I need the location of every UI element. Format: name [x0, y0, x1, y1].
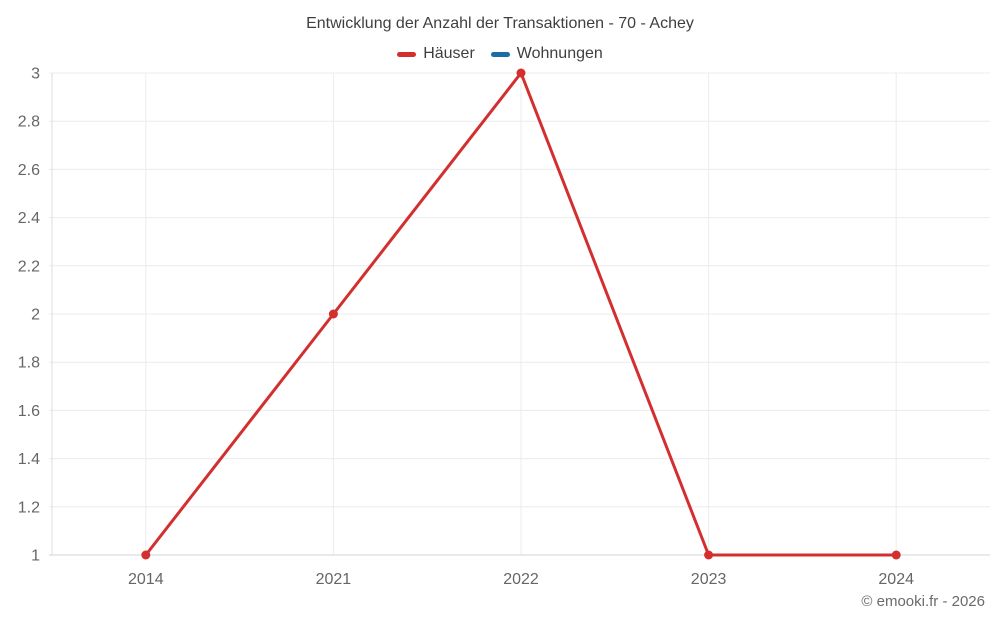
legend-item-wohnungen[interactable]: Wohnungen: [490, 45, 603, 63]
y-tick-label: 2.8: [18, 114, 40, 131]
y-tick-label: 2.2: [18, 258, 40, 275]
x-tick-label: 2014: [128, 571, 164, 588]
legend-item-haeuser[interactable]: Häuser: [397, 45, 475, 63]
x-tick-label: 2023: [691, 571, 727, 588]
x-tick-label: 2022: [503, 571, 539, 588]
x-tick-label: 2024: [878, 571, 914, 588]
legend-swatch-wohnungen: [490, 51, 510, 57]
data-point-häuser: [516, 68, 526, 78]
legend-swatch-haeuser: [397, 51, 417, 57]
x-tick-label: 2021: [316, 571, 352, 588]
y-tick-label: 3: [31, 66, 40, 83]
y-tick-label: 1: [31, 548, 40, 565]
data-point-häuser: [328, 309, 338, 319]
chart-title: Entwicklung der Anzahl der Transaktionen…: [306, 15, 694, 32]
y-tick-label: 2: [31, 307, 40, 324]
data-point-häuser: [891, 550, 901, 560]
legend-label-wohnungen: Wohnungen: [516, 45, 603, 62]
data-point-häuser: [704, 550, 714, 560]
data-point-häuser: [141, 550, 151, 560]
y-tick-label: 1.8: [18, 355, 40, 372]
chart-legend: Häuser Wohnungen: [0, 45, 1000, 63]
y-tick-label: 1.4: [18, 451, 40, 468]
copyright-text: © emooki.fr - 2026: [861, 593, 985, 610]
y-tick-label: 2.4: [18, 210, 40, 227]
y-tick-label: 1.6: [18, 403, 40, 420]
y-tick-label: 1.2: [18, 499, 40, 516]
legend-label-haeuser: Häuser: [423, 45, 475, 62]
y-tick-label: 2.6: [18, 162, 40, 179]
